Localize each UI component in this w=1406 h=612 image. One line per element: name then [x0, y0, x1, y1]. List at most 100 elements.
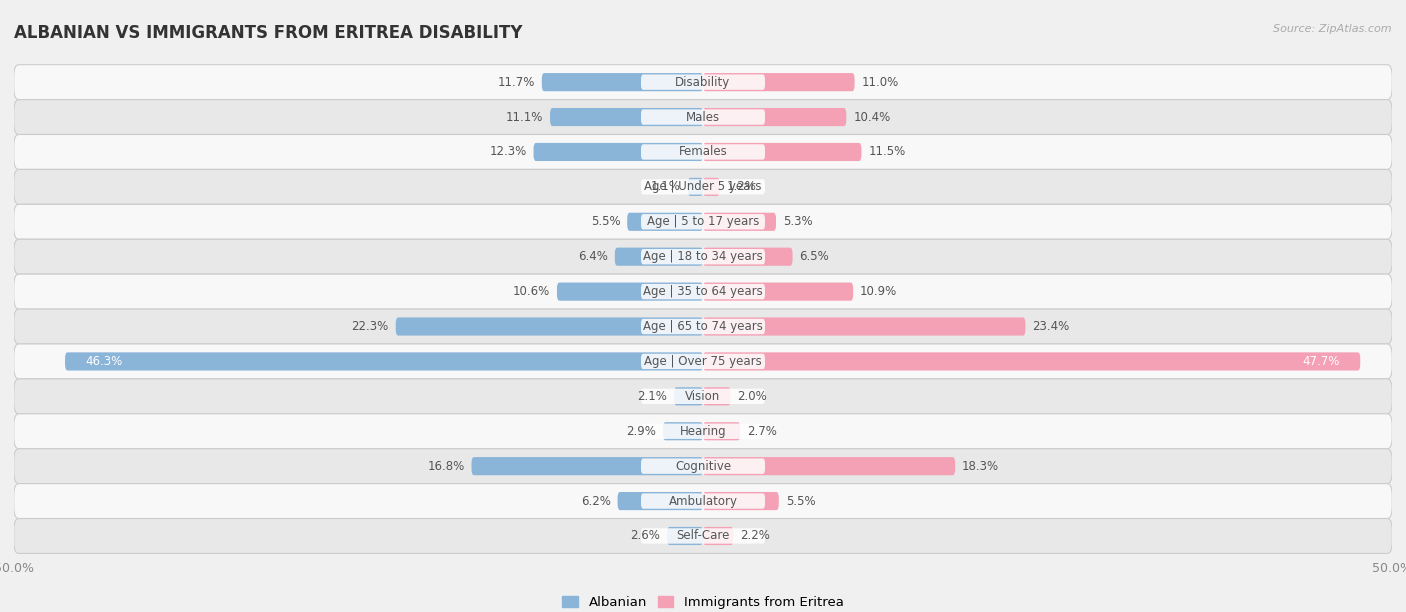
- Text: 2.6%: 2.6%: [630, 529, 661, 542]
- FancyBboxPatch shape: [641, 110, 765, 125]
- FancyBboxPatch shape: [688, 178, 703, 196]
- FancyBboxPatch shape: [641, 179, 765, 195]
- FancyBboxPatch shape: [668, 527, 703, 545]
- Text: 12.3%: 12.3%: [489, 146, 527, 159]
- Text: 22.3%: 22.3%: [352, 320, 389, 333]
- FancyBboxPatch shape: [14, 518, 1392, 553]
- Text: Cognitive: Cognitive: [675, 460, 731, 472]
- Text: 47.7%: 47.7%: [1302, 355, 1340, 368]
- Text: Source: ZipAtlas.com: Source: ZipAtlas.com: [1274, 24, 1392, 34]
- Text: 2.1%: 2.1%: [637, 390, 668, 403]
- FancyBboxPatch shape: [641, 354, 765, 369]
- Text: 5.3%: 5.3%: [783, 215, 813, 228]
- Text: ALBANIAN VS IMMIGRANTS FROM ERITREA DISABILITY: ALBANIAN VS IMMIGRANTS FROM ERITREA DISA…: [14, 24, 523, 42]
- FancyBboxPatch shape: [14, 483, 1392, 518]
- FancyBboxPatch shape: [14, 204, 1392, 239]
- FancyBboxPatch shape: [14, 135, 1392, 170]
- FancyBboxPatch shape: [703, 387, 731, 405]
- FancyBboxPatch shape: [641, 319, 765, 334]
- FancyBboxPatch shape: [703, 353, 1360, 370]
- FancyBboxPatch shape: [14, 274, 1392, 309]
- FancyBboxPatch shape: [703, 143, 862, 161]
- FancyBboxPatch shape: [641, 144, 765, 160]
- FancyBboxPatch shape: [664, 422, 703, 440]
- FancyBboxPatch shape: [673, 387, 703, 405]
- FancyBboxPatch shape: [641, 424, 765, 439]
- FancyBboxPatch shape: [550, 108, 703, 126]
- FancyBboxPatch shape: [703, 108, 846, 126]
- Text: 11.1%: 11.1%: [506, 111, 543, 124]
- FancyBboxPatch shape: [14, 170, 1392, 204]
- FancyBboxPatch shape: [614, 248, 703, 266]
- FancyBboxPatch shape: [641, 389, 765, 404]
- FancyBboxPatch shape: [641, 458, 765, 474]
- FancyBboxPatch shape: [14, 379, 1392, 414]
- FancyBboxPatch shape: [14, 309, 1392, 344]
- FancyBboxPatch shape: [703, 422, 740, 440]
- Text: 11.5%: 11.5%: [869, 146, 905, 159]
- FancyBboxPatch shape: [641, 75, 765, 90]
- Text: Age | Under 5 years: Age | Under 5 years: [644, 181, 762, 193]
- FancyBboxPatch shape: [703, 178, 720, 196]
- FancyBboxPatch shape: [541, 73, 703, 91]
- Text: 2.0%: 2.0%: [738, 390, 768, 403]
- FancyBboxPatch shape: [557, 283, 703, 300]
- Text: 6.4%: 6.4%: [578, 250, 607, 263]
- Text: Age | 18 to 34 years: Age | 18 to 34 years: [643, 250, 763, 263]
- Text: 16.8%: 16.8%: [427, 460, 464, 472]
- Text: 11.7%: 11.7%: [498, 76, 534, 89]
- Text: 2.2%: 2.2%: [740, 529, 770, 542]
- FancyBboxPatch shape: [395, 318, 703, 335]
- Text: 10.4%: 10.4%: [853, 111, 890, 124]
- FancyBboxPatch shape: [14, 239, 1392, 274]
- FancyBboxPatch shape: [14, 414, 1392, 449]
- Text: 18.3%: 18.3%: [962, 460, 1000, 472]
- FancyBboxPatch shape: [471, 457, 703, 476]
- Text: Age | Over 75 years: Age | Over 75 years: [644, 355, 762, 368]
- Text: 10.9%: 10.9%: [860, 285, 897, 298]
- FancyBboxPatch shape: [703, 457, 955, 476]
- Text: Females: Females: [679, 146, 727, 159]
- Text: 2.7%: 2.7%: [747, 425, 778, 438]
- Text: 10.6%: 10.6%: [513, 285, 550, 298]
- FancyBboxPatch shape: [641, 493, 765, 509]
- Text: 23.4%: 23.4%: [1032, 320, 1070, 333]
- Text: Disability: Disability: [675, 76, 731, 89]
- Text: Self-Care: Self-Care: [676, 529, 730, 542]
- Text: 5.5%: 5.5%: [786, 494, 815, 507]
- FancyBboxPatch shape: [641, 214, 765, 230]
- FancyBboxPatch shape: [627, 213, 703, 231]
- FancyBboxPatch shape: [533, 143, 703, 161]
- FancyBboxPatch shape: [14, 100, 1392, 135]
- FancyBboxPatch shape: [14, 449, 1392, 483]
- FancyBboxPatch shape: [641, 249, 765, 264]
- Text: Age | 65 to 74 years: Age | 65 to 74 years: [643, 320, 763, 333]
- Text: 6.5%: 6.5%: [800, 250, 830, 263]
- Text: 5.5%: 5.5%: [591, 215, 620, 228]
- Text: Age | 5 to 17 years: Age | 5 to 17 years: [647, 215, 759, 228]
- Text: Males: Males: [686, 111, 720, 124]
- Text: Vision: Vision: [685, 390, 721, 403]
- FancyBboxPatch shape: [65, 353, 703, 370]
- Text: Hearing: Hearing: [679, 425, 727, 438]
- Text: 2.9%: 2.9%: [626, 425, 657, 438]
- Text: 6.2%: 6.2%: [581, 494, 610, 507]
- FancyBboxPatch shape: [703, 318, 1025, 335]
- FancyBboxPatch shape: [703, 213, 776, 231]
- Text: 1.1%: 1.1%: [651, 181, 681, 193]
- Text: Ambulatory: Ambulatory: [668, 494, 738, 507]
- FancyBboxPatch shape: [641, 528, 765, 543]
- FancyBboxPatch shape: [641, 284, 765, 299]
- FancyBboxPatch shape: [14, 65, 1392, 100]
- Text: 1.2%: 1.2%: [727, 181, 756, 193]
- FancyBboxPatch shape: [703, 492, 779, 510]
- FancyBboxPatch shape: [617, 492, 703, 510]
- FancyBboxPatch shape: [703, 283, 853, 300]
- FancyBboxPatch shape: [703, 73, 855, 91]
- FancyBboxPatch shape: [14, 344, 1392, 379]
- Text: 46.3%: 46.3%: [86, 355, 122, 368]
- FancyBboxPatch shape: [703, 527, 734, 545]
- FancyBboxPatch shape: [703, 248, 793, 266]
- Legend: Albanian, Immigrants from Eritrea: Albanian, Immigrants from Eritrea: [557, 591, 849, 612]
- Text: Age | 35 to 64 years: Age | 35 to 64 years: [643, 285, 763, 298]
